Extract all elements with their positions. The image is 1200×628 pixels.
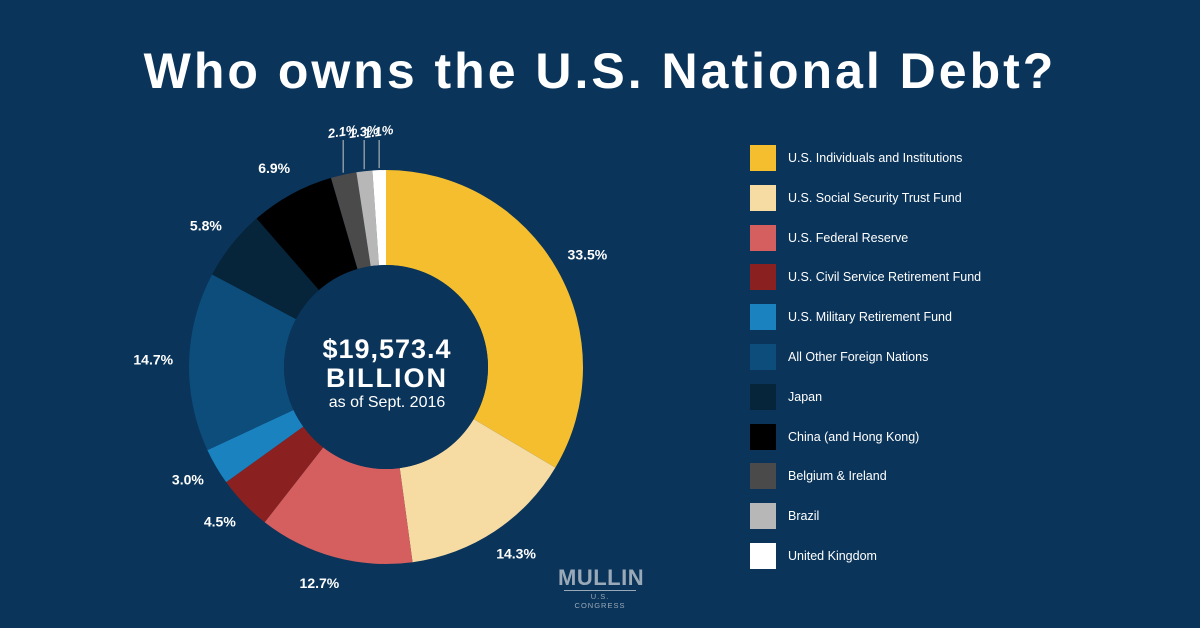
legend-item: U.S. Federal Reserve	[750, 224, 1170, 251]
legend-swatch	[750, 264, 776, 291]
legend-swatch	[750, 224, 776, 251]
legend-label: U.S. Military Retirement Fund	[788, 310, 952, 325]
slice-all-other-foreign-nations	[188, 274, 296, 451]
legend-item: U.S. Military Retirement Fund	[750, 304, 1170, 331]
value-label-u-s-social-security-trust-fund: 14.3%	[496, 545, 536, 561]
legend-label: China (and Hong Kong)	[788, 429, 920, 444]
legend-item: China (and Hong Kong)	[750, 423, 1170, 450]
legend-label: U.S. Federal Reserve	[788, 230, 909, 245]
logo-name: MULLIN	[558, 565, 645, 590]
value-label-united-kingdom: 1.1%	[363, 122, 395, 141]
page-title: Who owns the U.S. National Debt?	[143, 43, 1057, 99]
legend-item: All Other Foreign Nations	[750, 343, 1170, 370]
legend-label: U.S. Individuals and Institutions	[788, 151, 963, 165]
slice-china-and-hong-kong	[256, 177, 358, 291]
slice-u-s-civil-service-retirement-fund	[226, 426, 324, 523]
legend-item: Belgium & Ireland	[750, 463, 1170, 490]
legend-swatch	[750, 503, 776, 530]
slice-united-kingdom	[372, 170, 386, 266]
slice-japan	[212, 218, 319, 320]
legend-swatch	[750, 423, 776, 450]
donut-center: $19,573.4 BILLION as of Sept. 2016	[287, 335, 487, 413]
legend-swatch	[750, 542, 776, 569]
donut-hole	[284, 265, 488, 469]
legend-label: United Kingdom	[788, 548, 877, 563]
value-label-china-and-hong-kong: 6.9%	[258, 160, 290, 176]
total-date: as of Sept. 2016	[328, 394, 446, 411]
value-label-belgium-ireland: 2.1%	[326, 122, 359, 141]
legend-swatch	[750, 383, 776, 410]
mullin-logo: MULLIN U.S. CONGRESS	[558, 565, 645, 611]
value-label-u-s-federal-reserve: 12.7%	[300, 575, 340, 591]
logo-subtitle: U.S. CONGRESS	[564, 590, 636, 610]
value-label-u-s-military-retirement-fund: 3.0%	[172, 471, 204, 487]
legend-item: Japan	[750, 383, 1170, 410]
legend-swatch	[750, 304, 776, 331]
total-amount: $19,573.4	[322, 334, 452, 364]
donut-slices	[188, 170, 583, 564]
slice-u-s-federal-reserve	[264, 447, 413, 564]
slice-belgium-ireland	[330, 172, 371, 270]
value-label-brazil: 1.3%	[348, 122, 380, 141]
slice-u-s-social-security-trust-fund	[399, 419, 556, 563]
value-label-all-other-foreign-nations: 14.7%	[133, 352, 173, 368]
legend-swatch	[750, 343, 776, 370]
value-label-u-s-individuals-and-institutions: 33.5%	[568, 246, 608, 262]
value-label-japan: 5.8%	[190, 218, 222, 234]
legend-label: Japan	[788, 389, 823, 404]
legend-label: All Other Foreign Nations	[788, 349, 929, 364]
legend-item: U.S. Civil Service Retirement Fund	[750, 264, 1170, 291]
legend-label: U.S. Social Security Trust Fund	[788, 190, 962, 205]
total-unit: BILLION	[326, 363, 448, 393]
label-leader-lines	[342, 140, 380, 173]
slice-u-s-individuals-and-institutions	[386, 170, 583, 468]
legend-item: U.S. Individuals and Institutions	[750, 145, 1170, 171]
legend: U.S. Individuals and Institutions U.S. S…	[750, 145, 1170, 583]
legend-item: United Kingdom	[750, 542, 1170, 569]
legend-item: Brazil	[750, 503, 1170, 530]
value-label-u-s-civil-service-retirement-fund: 4.5%	[204, 514, 236, 530]
legend-swatch	[750, 463, 776, 490]
slice-brazil	[356, 170, 379, 267]
legend-label: U.S. Civil Service Retirement Fund	[788, 270, 982, 285]
legend-label: Brazil	[788, 509, 820, 524]
legend-item: U.S. Social Security Trust Fund	[750, 184, 1170, 211]
legend-swatch	[750, 184, 776, 211]
legend-label: Belgium & Ireland	[788, 469, 887, 484]
value-labels: 33.5% 14.3% 12.7% 4.5% 3.0% 14.7% 5.8% 6.9% 2.1%…	[133, 122, 607, 591]
legend-swatch	[750, 145, 776, 171]
slice-u-s-military-retirement-fund	[207, 410, 304, 483]
donut-chart: 33.5% 14.3% 12.7% 4.5% 3.0% 14.7% 5.8% 6.9% 2.1%…	[133, 122, 607, 591]
